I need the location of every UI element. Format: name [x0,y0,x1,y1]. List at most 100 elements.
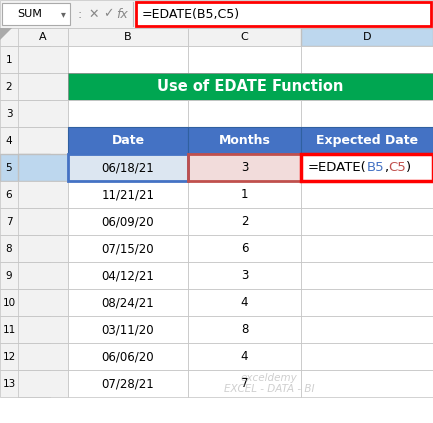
Text: ,: , [385,161,388,174]
Bar [188,46,301,73]
Bar [301,181,433,208]
Text: 07/15/20: 07/15/20 [102,242,154,255]
Bar [301,370,433,397]
Text: 13: 13 [2,379,16,388]
Text: 07/28/21: 07/28/21 [102,377,155,390]
Text: Expected Date: Expected Date [316,134,418,147]
Bar [301,28,433,46]
Text: 9: 9 [6,270,12,280]
Bar [0,370,50,397]
Text: 7: 7 [241,377,248,390]
Bar [301,154,433,181]
Bar [0,154,50,181]
Bar [188,208,301,235]
Text: B: B [124,32,132,42]
Text: 1: 1 [6,55,12,64]
Text: 2: 2 [6,82,12,91]
Text: ✕: ✕ [89,8,99,20]
Bar [301,262,433,289]
Bar [301,208,433,235]
Bar [18,316,68,343]
Text: B5: B5 [367,161,385,174]
Bar [188,28,301,46]
Bar [68,28,188,46]
Text: exceldemy
EXCEL - DATA - BI: exceldemy EXCEL - DATA - BI [223,373,314,394]
Bar [0,343,50,370]
Bar [188,181,301,208]
Bar [68,208,188,235]
Bar [0,28,50,46]
Text: 8: 8 [241,323,248,336]
Bar [0,181,50,208]
Text: 3: 3 [241,269,248,282]
Bar [68,154,188,181]
Bar [0,0,433,28]
Bar [18,154,68,181]
Text: 4: 4 [241,296,248,309]
Text: 5: 5 [6,162,12,173]
Bar [18,343,68,370]
Polygon shape [0,28,12,40]
Text: 06/09/20: 06/09/20 [102,215,154,228]
Bar [18,235,68,262]
Bar [301,127,433,154]
Bar [0,289,50,316]
Bar [301,100,433,127]
Bar [188,100,301,127]
Bar [0,127,50,154]
Text: 6: 6 [241,242,248,255]
Bar [188,235,301,262]
Text: 2: 2 [241,215,248,228]
Text: 10: 10 [3,297,16,308]
Text: ✓: ✓ [103,8,113,20]
Text: C5: C5 [388,161,406,174]
Bar [0,208,50,235]
Bar [0,262,50,289]
Bar [188,127,301,154]
Bar [136,2,431,26]
Bar [301,154,433,181]
Bar [0,73,50,100]
Bar [18,28,68,46]
Bar [0,46,50,73]
Text: 8: 8 [6,244,12,253]
Bar [301,316,433,343]
Bar [68,73,433,100]
Bar [0,316,50,343]
Bar [188,262,301,289]
Bar [18,181,68,208]
Bar [18,208,68,235]
Bar [68,316,188,343]
Bar [68,289,188,316]
Text: 1: 1 [241,188,248,201]
Bar [68,370,188,397]
Bar [188,154,301,181]
Bar [18,46,68,73]
Text: Date: Date [111,134,145,147]
Bar [18,262,68,289]
Bar [301,235,433,262]
Text: 11/21/21: 11/21/21 [101,188,155,201]
Bar [0,100,50,127]
Bar [301,289,433,316]
Text: ▾: ▾ [61,9,65,19]
Text: 08/24/21: 08/24/21 [102,296,155,309]
Text: A: A [39,32,47,42]
Text: 06/06/20: 06/06/20 [102,350,154,363]
Bar [68,343,188,370]
Text: 06/18/21: 06/18/21 [102,161,155,174]
Bar [188,316,301,343]
Bar [18,289,68,316]
Text: 3: 3 [6,109,12,118]
Bar [18,127,68,154]
Bar [18,100,68,127]
Text: 3: 3 [241,161,248,174]
Bar [188,370,301,397]
Bar [68,127,188,154]
Text: 7: 7 [6,217,12,226]
Text: D: D [363,32,371,42]
Text: SUM: SUM [18,9,42,19]
Bar [301,46,433,73]
Bar [0,235,50,262]
Text: =EDATE(: =EDATE( [308,161,367,174]
